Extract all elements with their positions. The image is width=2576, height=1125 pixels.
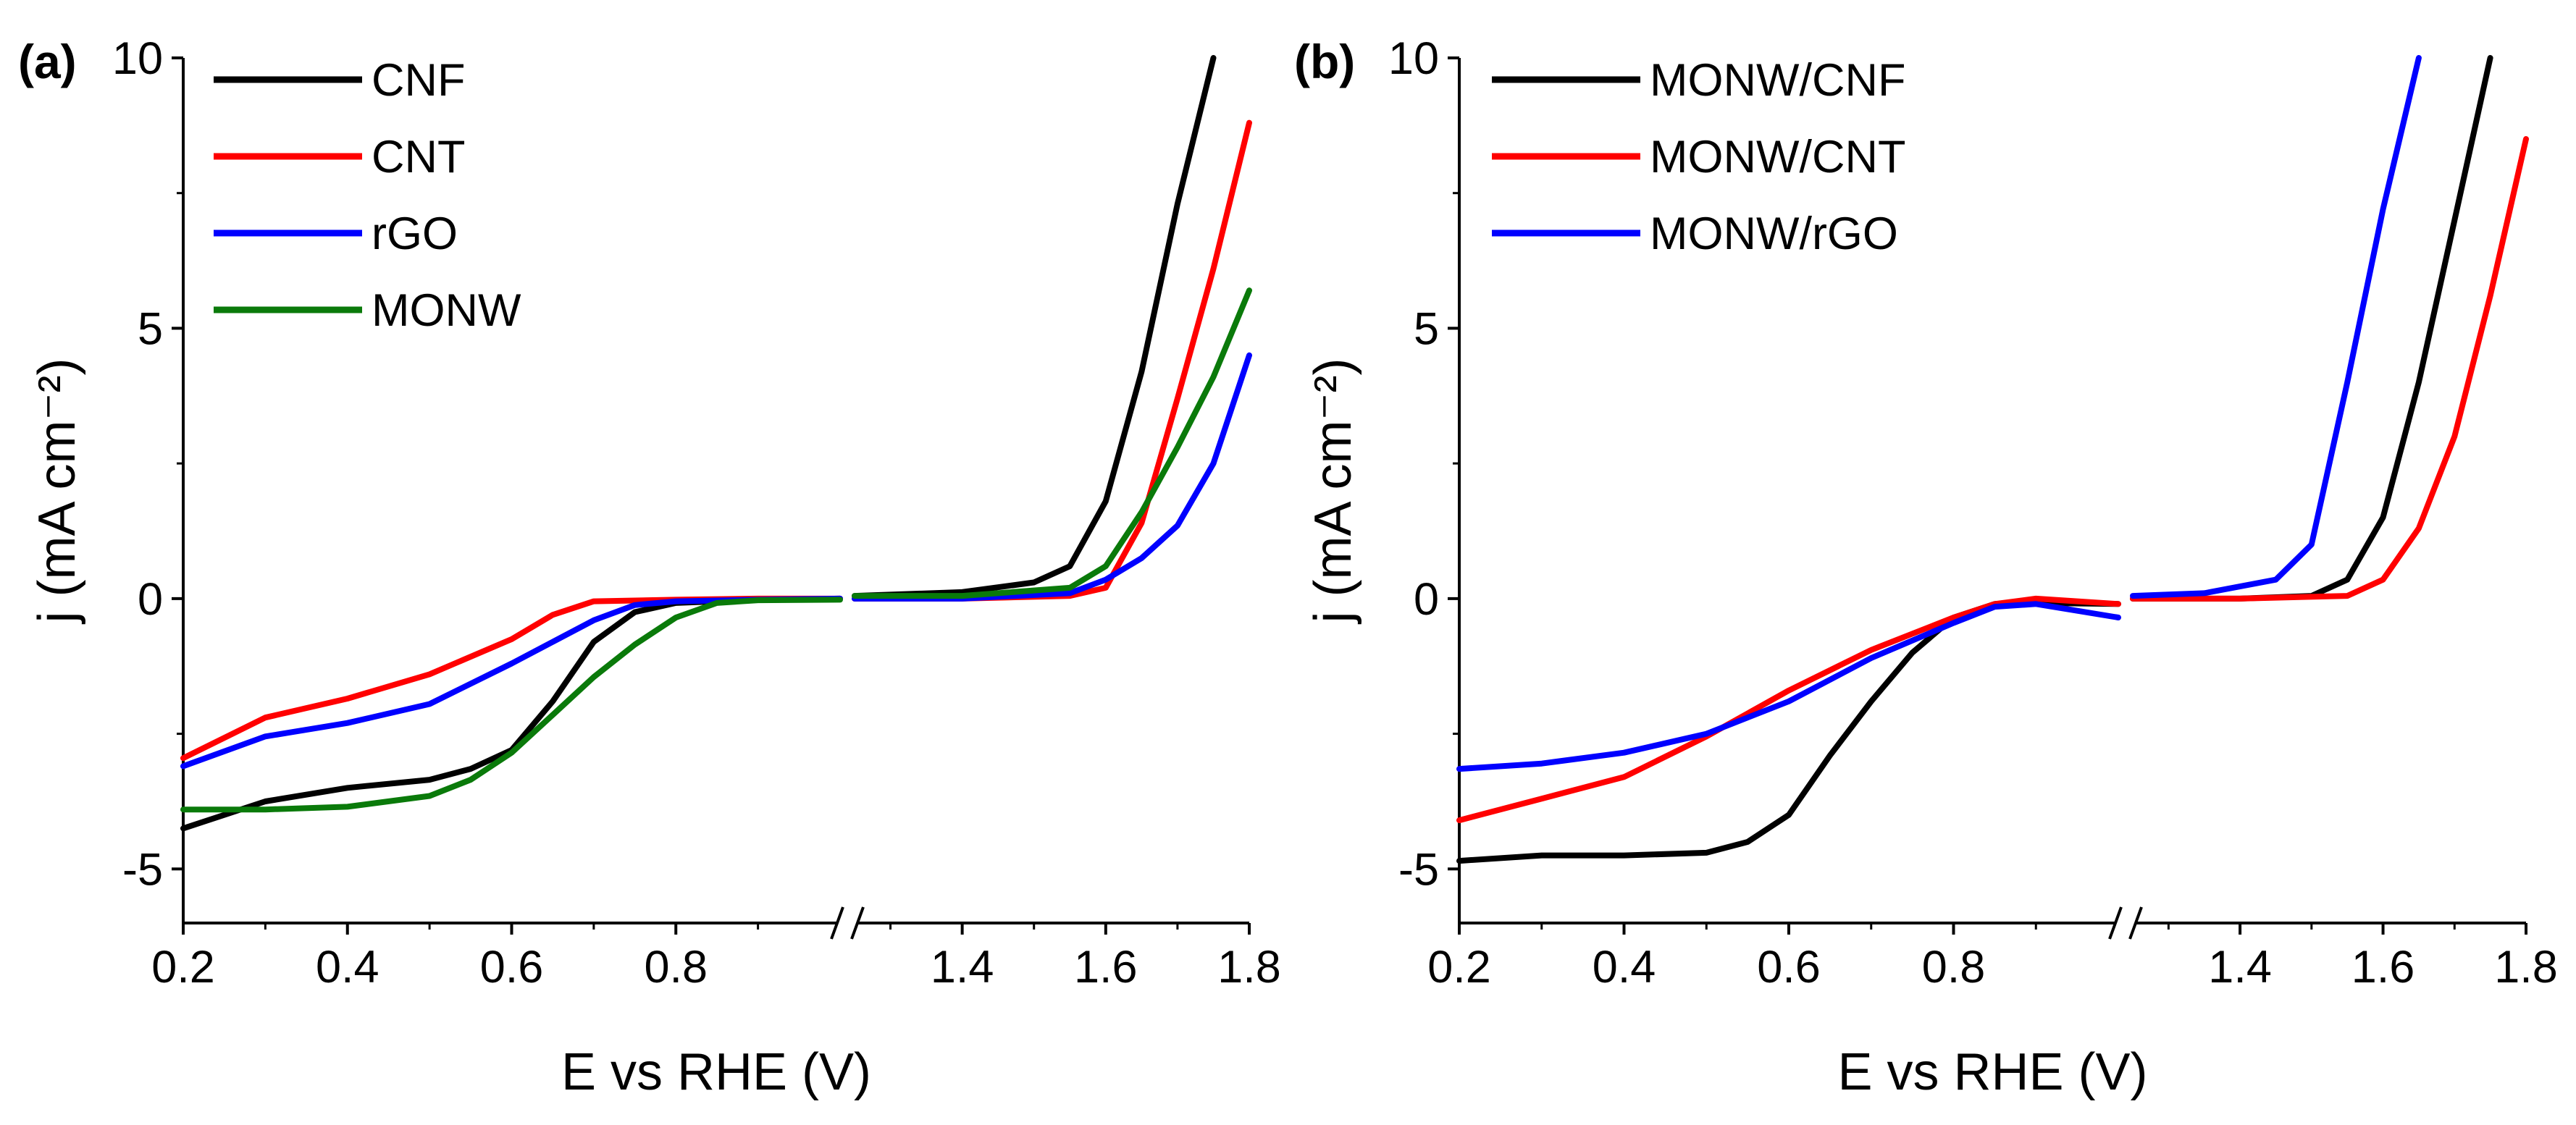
x-tick-label: 0.6 (1757, 942, 1821, 993)
x-tick-label: 0.8 (644, 942, 708, 993)
panel-label: (a) (18, 35, 77, 88)
y-tick-label: 5 (1414, 303, 1439, 354)
series-line-monw-rgo (2130, 55, 2422, 599)
x-tick-label: 1.4 (2208, 942, 2272, 993)
series-line-monw (180, 597, 843, 813)
x-tick-label: 1.6 (1074, 942, 1138, 993)
y-axis-label: j (mA cm⁻²) (1304, 358, 1362, 625)
series-line-monw-cnf (2130, 55, 2493, 602)
y-tick-label: 0 (1414, 574, 1439, 625)
x-tick-label: 0.4 (316, 942, 379, 993)
legend-label: MONW/rGO (1650, 208, 1898, 259)
series-line-monw-cnt (2130, 136, 2529, 602)
series-line-monw-cnt (1456, 595, 2121, 824)
axis-break-mark (830, 906, 844, 940)
legend-label: CNT (372, 132, 465, 182)
legend-label: CNF (372, 55, 465, 106)
y-tick-label: 0 (138, 574, 163, 625)
axis-break-mark (850, 906, 865, 940)
series-line-cnt (852, 119, 1252, 602)
x-tick-label: 1.6 (2351, 942, 2415, 993)
y-tick-label: -5 (1398, 844, 1439, 895)
series-line-rgo (180, 595, 843, 770)
legend-label: MONW/CNF (1650, 55, 1905, 106)
series-line-monw-cnf (1456, 599, 2121, 864)
y-tick-label: -5 (122, 844, 163, 895)
series-line-rgo (852, 352, 1252, 602)
y-tick-label: 10 (112, 33, 163, 84)
axis-break-mark (2108, 906, 2123, 940)
x-tick-label: 1.8 (2494, 942, 2558, 993)
x-tick-label: 0.6 (480, 942, 544, 993)
x-tick-label: 0.8 (1922, 942, 1986, 993)
y-tick-label: 10 (1388, 33, 1439, 84)
chart-panel-b: -5 0 5 10 0.2 0.4 0.6 0.8 1.4 1.6 1.8 E vs RHE (V) j… (1294, 33, 2558, 1101)
panel-label: (b) (1294, 35, 1355, 88)
series-line-monw (852, 287, 1252, 599)
axis-break-mark (2128, 906, 2143, 940)
x-axis-label: E vs RHE (V) (561, 1043, 871, 1101)
series-line-cnf (852, 55, 1217, 599)
legend-label: MONW/CNT (1650, 132, 1905, 182)
chart-panel-a: -5 0 5 10 0.2 0.4 0.6 0.8 1.4 1.6 1.8 E vs RHE (V) j… (18, 33, 1281, 1101)
y-tick-label: 5 (138, 303, 163, 354)
x-tick-label: 0.2 (151, 942, 215, 993)
legend-label: MONW (372, 285, 521, 336)
y-axis-label: j (mA cm⁻²) (28, 358, 86, 625)
x-tick-label: 1.4 (931, 942, 994, 993)
x-axis-label: E vs RHE (V) (1837, 1043, 2147, 1101)
x-tick-label: 0.4 (1593, 942, 1656, 993)
series-line-monw-rgo (1456, 601, 2121, 772)
x-tick-label: 0.2 (1427, 942, 1491, 993)
x-tick-label: 1.8 (1217, 942, 1281, 993)
legend-label: rGO (372, 208, 458, 259)
